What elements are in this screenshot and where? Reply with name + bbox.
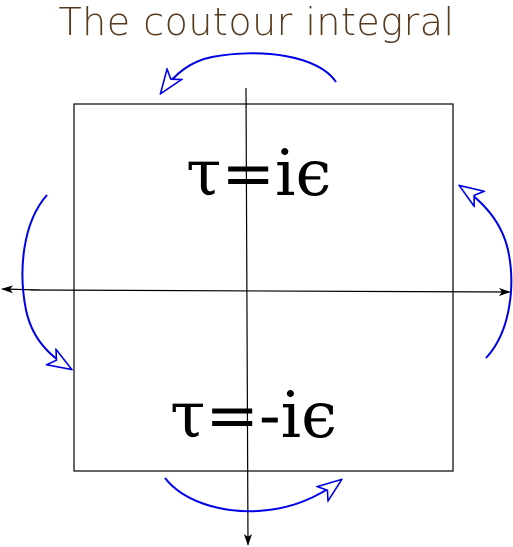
upper-pole-label: τ=iϵ [186, 137, 331, 211]
horizontal-axis-left-arrow [2, 289, 40, 290]
right-curved-arrow-icon [460, 186, 511, 358]
lower-pole-label: τ=-iϵ [170, 379, 337, 453]
bottom-curved-arrow-icon [165, 478, 341, 511]
top-curved-arrow-icon [161, 53, 336, 93]
left-curved-arrow-icon [22, 195, 71, 369]
horizontal-axis [30, 290, 510, 292]
